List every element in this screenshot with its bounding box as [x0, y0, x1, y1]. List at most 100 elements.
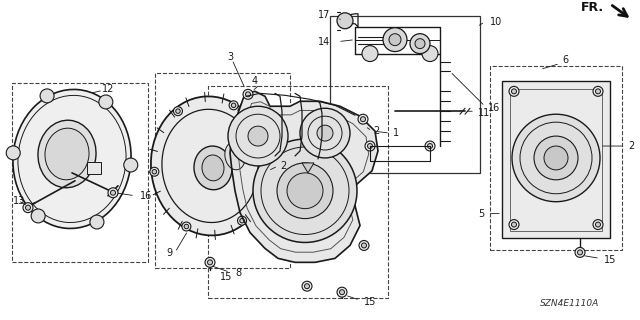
- Circle shape: [264, 158, 268, 162]
- Text: SZN4E1110A: SZN4E1110A: [540, 299, 600, 308]
- Circle shape: [205, 257, 215, 267]
- Text: 11: 11: [478, 108, 490, 118]
- Circle shape: [415, 39, 425, 49]
- Circle shape: [12, 151, 15, 155]
- Circle shape: [43, 92, 51, 100]
- Bar: [502, 81, 610, 238]
- Ellipse shape: [124, 158, 138, 172]
- Polygon shape: [230, 91, 378, 262]
- Ellipse shape: [45, 128, 89, 180]
- Ellipse shape: [225, 142, 245, 170]
- Ellipse shape: [6, 146, 20, 160]
- Circle shape: [360, 117, 365, 122]
- Circle shape: [389, 34, 401, 46]
- Circle shape: [36, 214, 40, 218]
- Circle shape: [207, 260, 212, 265]
- Circle shape: [367, 144, 372, 148]
- Circle shape: [575, 247, 585, 257]
- Circle shape: [277, 163, 333, 219]
- Circle shape: [127, 161, 135, 169]
- Circle shape: [593, 220, 603, 229]
- Circle shape: [248, 126, 268, 146]
- Circle shape: [362, 46, 378, 61]
- Text: 15: 15: [604, 255, 616, 265]
- Ellipse shape: [90, 215, 104, 229]
- Circle shape: [176, 109, 180, 113]
- Circle shape: [365, 141, 375, 151]
- Bar: [330, 16, 480, 173]
- Text: 16: 16: [140, 191, 152, 201]
- Circle shape: [237, 216, 246, 225]
- Circle shape: [173, 107, 182, 116]
- Circle shape: [108, 188, 118, 198]
- Text: 15: 15: [364, 297, 376, 307]
- Circle shape: [228, 106, 288, 166]
- Circle shape: [425, 141, 435, 151]
- Bar: [208, 86, 388, 298]
- Text: 8: 8: [235, 268, 241, 278]
- Circle shape: [261, 156, 270, 164]
- Circle shape: [287, 173, 323, 209]
- Ellipse shape: [194, 146, 232, 190]
- Circle shape: [184, 224, 189, 229]
- Circle shape: [243, 89, 253, 99]
- Circle shape: [383, 28, 407, 52]
- Circle shape: [359, 240, 369, 251]
- Circle shape: [300, 108, 350, 158]
- Ellipse shape: [40, 89, 54, 103]
- Bar: [87, 162, 101, 174]
- Circle shape: [544, 146, 568, 170]
- Text: 2: 2: [628, 141, 634, 151]
- Circle shape: [593, 86, 603, 96]
- Circle shape: [317, 125, 333, 141]
- Circle shape: [102, 98, 110, 106]
- Circle shape: [512, 114, 600, 202]
- Circle shape: [111, 190, 115, 195]
- Circle shape: [422, 46, 438, 61]
- Circle shape: [577, 250, 582, 255]
- Circle shape: [509, 86, 519, 96]
- Circle shape: [26, 205, 31, 210]
- Text: 5: 5: [477, 209, 484, 219]
- Circle shape: [337, 13, 353, 29]
- Circle shape: [253, 139, 357, 243]
- Text: 3: 3: [227, 52, 233, 61]
- Circle shape: [150, 167, 159, 176]
- Text: 4: 4: [252, 76, 258, 86]
- Circle shape: [93, 218, 101, 226]
- Circle shape: [362, 243, 367, 248]
- Text: 17: 17: [317, 10, 330, 20]
- Ellipse shape: [13, 89, 131, 228]
- Ellipse shape: [202, 155, 224, 181]
- Text: 14: 14: [317, 37, 330, 47]
- Ellipse shape: [31, 209, 45, 223]
- Circle shape: [45, 94, 49, 98]
- Circle shape: [428, 144, 433, 148]
- Text: 10: 10: [490, 17, 502, 27]
- Circle shape: [302, 281, 312, 291]
- Polygon shape: [302, 163, 314, 173]
- Circle shape: [34, 212, 42, 220]
- Circle shape: [595, 222, 600, 227]
- Circle shape: [246, 92, 250, 97]
- Circle shape: [305, 284, 310, 289]
- Text: 13: 13: [13, 196, 25, 206]
- Circle shape: [339, 290, 344, 295]
- Circle shape: [231, 103, 236, 108]
- Text: 2: 2: [280, 161, 286, 171]
- Bar: [510, 89, 602, 230]
- Circle shape: [152, 170, 157, 174]
- Text: FR.: FR.: [581, 1, 604, 14]
- Text: 16: 16: [488, 103, 500, 113]
- Circle shape: [104, 100, 108, 104]
- Circle shape: [511, 89, 516, 94]
- Circle shape: [337, 287, 347, 297]
- Text: 2: 2: [373, 126, 379, 136]
- Text: 15: 15: [220, 272, 232, 282]
- Circle shape: [23, 203, 33, 212]
- Bar: [155, 74, 290, 268]
- Text: 1: 1: [393, 128, 399, 138]
- Circle shape: [595, 89, 600, 94]
- Text: 12: 12: [102, 84, 114, 94]
- Circle shape: [534, 136, 578, 180]
